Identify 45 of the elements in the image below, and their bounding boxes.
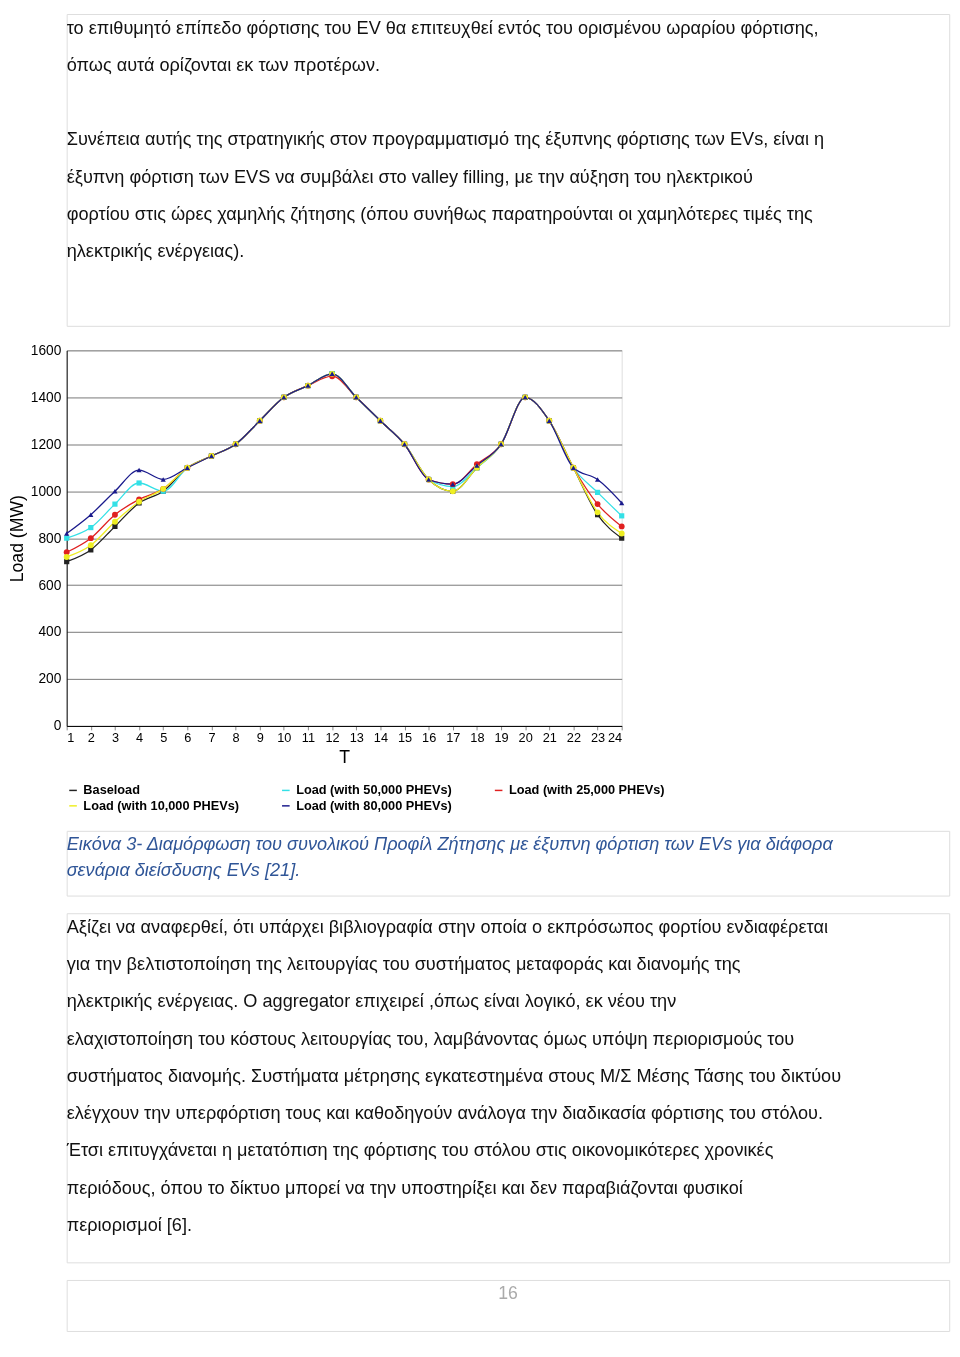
x-tick-label: 23 [590, 730, 606, 746]
y-tick-label: 0 [53, 718, 62, 734]
x-tick-label: 1 [67, 730, 75, 746]
x-tick-label: 17 [446, 730, 461, 746]
x-tick-label: 3 [111, 730, 119, 746]
text: το επιθυμητό επίπεδο φόρτισης του EV θα επιτευχθεί εντός του ορισμένου ωραρίου φόρτισης, όπως αυτά ορίζονται εκ των προτέρων. [66, 17, 819, 75]
x-tick-label: 5 [160, 730, 168, 746]
legend-label: Load (with 25,000 PHEVs) [508, 782, 665, 798]
y-tick-label: 1000 [30, 483, 62, 499]
x-tick-label: 20 [518, 730, 533, 746]
legend-label: Baseload [83, 782, 140, 798]
legend-label: Load (with 80,000 PHEVs) [296, 797, 452, 813]
x-tick-label: 6 [184, 730, 192, 746]
x-tick-label: 19 [494, 730, 509, 746]
x-axis-title: T [339, 746, 351, 767]
x-tick-label: 9 [256, 730, 264, 746]
x-tick-label: 7 [208, 730, 216, 746]
x-tick-label: 8 [232, 730, 240, 746]
x-tick-label: 22 [566, 730, 582, 746]
y-tick-label: 1600 [30, 342, 62, 358]
text: Αξίζει να αναφερθεί, ότι υπάρχει βιβλιογραφία στην οποία ο εκπρόσωπος φορτίου ενδιαφέρεται για την βελτιστοποίηση της λειτουργίας του συστήματος μεταφοράς και διανομής της ηλεκτρικής ενέργειας. Ο aggregator επιχειρεί ,όπως είναι λογικό, εκ νέου την ελαχιστοποίηση του κόστους λειτουργίας του, λαμβάνοντας όμως υπόψη περιορισμούς του συστήματος διανομής. Συστήματα μέτρησης εγκατεστημένα στους Μ/Σ Μέσης Τάσης του δικτύου ελέγχουν την υπερφόρτιση τους και καθοδηγούν ανάλογα την διαδικασία φόρτισης του στόλου. Έτσι επιτυγχάνεται η μετατόπιση της φόρτισης του στόλου στις οικονομικότερες χρονικές περιόδους, όπου το δίκτυο μπορεί να την υποστηρίξει και δεν παραβιάζονται φυσικοί περιορισμοί [6]. [66, 916, 842, 1235]
text: Εικόνα 3- Διαμόρφωση του συνολικού Προφίλ Ζήτησης με έξυπνη φόρτιση των EVs για διάφορα σενάρια διείσδυσης EVs [21]. [66, 834, 834, 880]
text: Συνέπεια αυτής της στρατηγικής στον προγραμματισμό της έξυπνης φόρτισης των EVs, είναι η έξυπνη φόρτιση των EVS να συμβάλει στο valley filling, με την αύξηση του ηλεκτρικού φορτίου στις ώρες χαμηλής ζήτησης (όπου συνήθως παρατηρούνται οι χαμηλότερες τιμές της ηλεκτρικής ενέργειας). [66, 129, 825, 262]
y-tick-label: 600 [38, 577, 62, 593]
text: 16 [498, 1282, 518, 1303]
x-tick-label: 2 [87, 730, 95, 746]
x-tick-label: 18 [470, 730, 485, 746]
y-tick-label: 400 [38, 624, 62, 640]
x-tick-label: 4 [136, 730, 144, 746]
y-tick-label: 200 [38, 671, 62, 687]
x-tick-label: 12 [325, 730, 340, 746]
x-tick-label: 10 [277, 730, 292, 746]
y-axis-title: Load (MW) [6, 495, 27, 583]
x-tick-label: 21 [542, 730, 557, 746]
x-tick-label: 13 [349, 730, 364, 746]
x-tick-label: 16 [422, 730, 437, 746]
y-tick-label: 1400 [30, 389, 62, 405]
x-tick-label: 15 [397, 730, 413, 746]
x-tick-label: 11 [301, 730, 316, 746]
x-tick-label: 24 [608, 730, 623, 746]
legend-label: Load (with 50,000 PHEVs) [296, 782, 452, 798]
x-tick-label: 14 [373, 730, 388, 746]
y-tick-label: 1200 [30, 436, 62, 452]
legend-label: Load (with 10,000 PHEVs) [83, 797, 240, 813]
y-tick-label: 800 [38, 530, 62, 546]
